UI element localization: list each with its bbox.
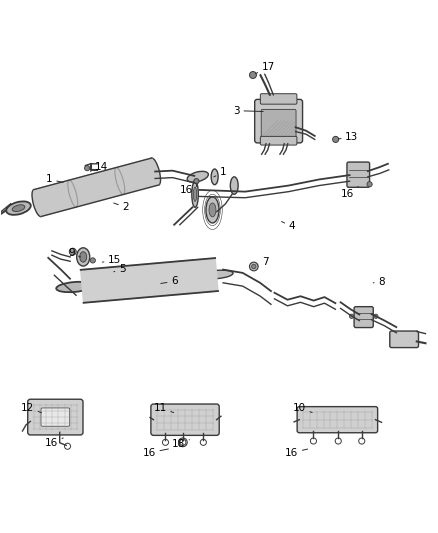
FancyBboxPatch shape [390, 331, 419, 348]
FancyBboxPatch shape [254, 99, 303, 143]
Text: 13: 13 [339, 132, 358, 142]
FancyBboxPatch shape [41, 408, 70, 426]
Text: 1: 1 [46, 174, 63, 184]
Text: 8: 8 [373, 277, 385, 287]
Circle shape [332, 136, 339, 142]
Text: 16: 16 [285, 448, 307, 458]
Circle shape [250, 262, 258, 271]
Text: 2: 2 [114, 203, 129, 212]
Text: 18: 18 [172, 439, 189, 449]
Circle shape [194, 179, 199, 184]
Ellipse shape [206, 197, 219, 223]
Circle shape [250, 71, 256, 78]
Ellipse shape [192, 181, 198, 207]
Text: 14: 14 [91, 162, 108, 172]
Text: 7: 7 [257, 257, 268, 267]
FancyBboxPatch shape [260, 94, 297, 104]
Text: 6: 6 [161, 276, 178, 286]
Ellipse shape [56, 282, 92, 292]
Ellipse shape [32, 190, 43, 216]
Ellipse shape [211, 169, 218, 184]
Text: 16: 16 [143, 448, 168, 458]
Ellipse shape [150, 158, 161, 185]
Text: 5: 5 [114, 264, 126, 274]
Text: 9: 9 [68, 248, 81, 259]
Ellipse shape [12, 205, 25, 212]
FancyBboxPatch shape [354, 306, 373, 328]
Polygon shape [81, 258, 218, 303]
Circle shape [252, 264, 256, 269]
FancyBboxPatch shape [151, 404, 219, 435]
Polygon shape [34, 158, 159, 216]
Circle shape [374, 314, 378, 318]
Text: 11: 11 [154, 402, 174, 413]
Text: 10: 10 [293, 402, 312, 413]
Circle shape [90, 258, 95, 263]
FancyBboxPatch shape [28, 399, 83, 435]
Ellipse shape [187, 171, 208, 182]
Text: 1: 1 [214, 167, 226, 177]
FancyBboxPatch shape [347, 162, 370, 187]
Ellipse shape [209, 203, 216, 217]
Text: 16: 16 [180, 183, 196, 195]
FancyBboxPatch shape [260, 136, 297, 145]
Circle shape [350, 314, 353, 318]
FancyBboxPatch shape [297, 407, 378, 433]
Ellipse shape [194, 187, 197, 201]
Ellipse shape [6, 201, 31, 215]
Text: 15: 15 [102, 255, 121, 265]
Text: 16: 16 [341, 187, 358, 199]
Circle shape [69, 248, 76, 255]
Circle shape [367, 182, 372, 187]
Circle shape [85, 166, 90, 171]
FancyBboxPatch shape [261, 109, 296, 137]
Text: 12: 12 [21, 402, 42, 413]
Text: 3: 3 [233, 106, 263, 116]
Text: 16: 16 [45, 438, 63, 448]
Ellipse shape [230, 177, 238, 194]
Text: 17: 17 [255, 62, 275, 74]
Ellipse shape [66, 282, 99, 290]
Ellipse shape [77, 248, 90, 266]
Text: 4: 4 [282, 221, 295, 231]
Ellipse shape [200, 270, 233, 279]
Ellipse shape [80, 252, 87, 262]
